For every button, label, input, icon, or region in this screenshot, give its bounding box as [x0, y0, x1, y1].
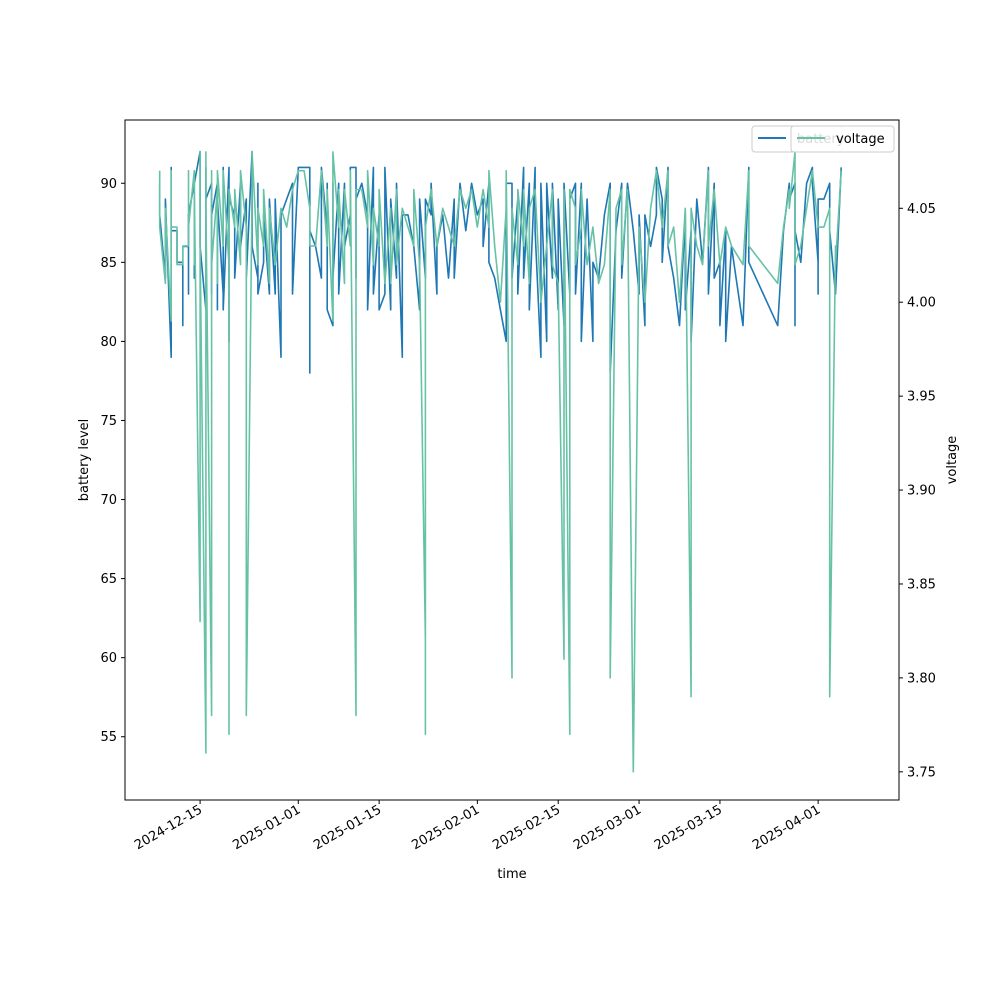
legend-voltage-label: voltage — [836, 132, 885, 147]
series-line-voltage — [158, 151, 842, 773]
left-y-tick-label: 60 — [100, 651, 117, 666]
left-y-tick-label: 70 — [100, 493, 117, 508]
right-y-axis: 3.75 3.80 3.85 3.90 3.95 4.00 4.05 — [899, 202, 936, 780]
plot-area — [158, 150, 842, 773]
right-y-tick-label: 4.05 — [907, 202, 936, 217]
right-y-tick-label: 3.90 — [907, 484, 936, 499]
right-y-tick-label: 4.00 — [907, 296, 936, 311]
legend-voltage: voltage — [790, 125, 895, 153]
left-y-tick-label: 65 — [100, 572, 117, 587]
left-y-tick-label: 75 — [100, 414, 117, 429]
right-y-tick-label: 3.75 — [907, 765, 936, 780]
left-y-axis-label: battery level — [77, 419, 92, 502]
right-y-tick-label: 3.80 — [907, 671, 936, 686]
left-y-tick-label: 80 — [100, 335, 117, 350]
plot-frame — [124, 119, 900, 801]
right-y-tick-label: 3.85 — [907, 577, 936, 592]
left-y-tick-label: 85 — [100, 256, 117, 271]
left-y-tick-label: 55 — [100, 730, 117, 745]
left-y-axis: 55 60 65 70 75 80 85 90 — [100, 177, 125, 745]
left-y-tick-label: 90 — [100, 177, 117, 192]
x-axis-label: time — [497, 867, 526, 882]
right-y-tick-label: 3.95 — [907, 390, 936, 405]
right-y-axis-label: voltage — [945, 436, 960, 485]
